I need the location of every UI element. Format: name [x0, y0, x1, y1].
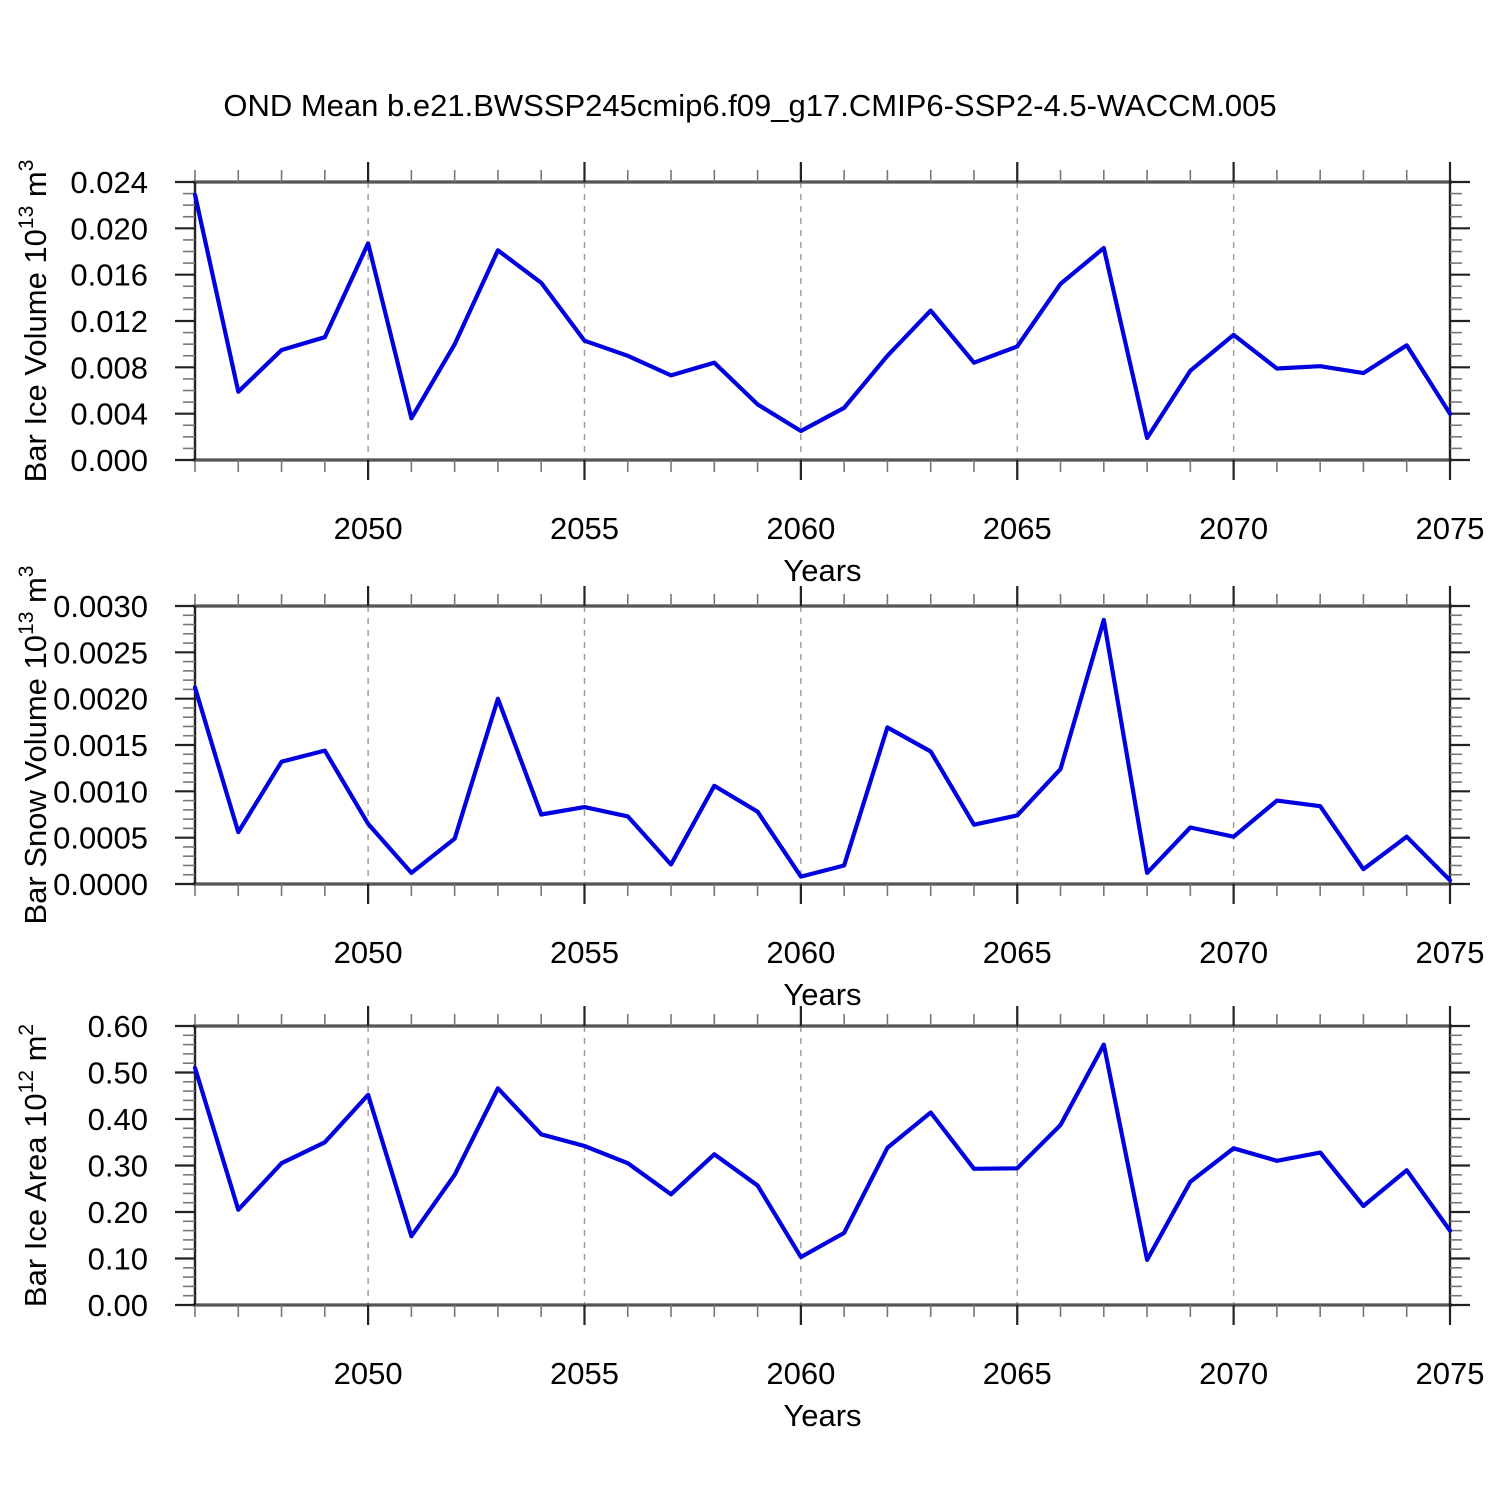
x-tick-labels: 2050 2055 2060 2065 2070 2075	[334, 1356, 1485, 1391]
x-tick-label: 2065	[983, 511, 1052, 546]
y-tick-label: 0.000	[70, 443, 148, 478]
chart-title: OND Mean b.e21.BWSSP245cmip6.f09_g17.CMI…	[223, 88, 1277, 123]
x-ticks	[194, 162, 1452, 480]
y-tick-label: 0.008	[70, 350, 148, 385]
x-axis-title: Years	[783, 553, 861, 588]
y-tick-label: 0.0025	[53, 635, 148, 670]
y-ticks	[175, 1024, 1470, 1307]
data-line-bar-ice-volume	[192, 192, 1453, 441]
y-tick-label: 0.016	[70, 258, 148, 293]
x-tick-label: 2055	[550, 1356, 619, 1391]
x-tick-label: 2050	[334, 511, 403, 546]
y-tick-label: 0.0005	[53, 821, 148, 856]
panel-bar-ice-area: 0.00 0.10 0.20 0.30 0.40 0.50 0.60 2050 2055 2060…	[15, 1006, 1484, 1433]
y-ticks	[175, 180, 1470, 462]
data-line-bar-snow-volume	[192, 617, 1453, 883]
y-tick-label: 0.20	[88, 1195, 148, 1230]
y-tick-label: 0.0000	[53, 867, 148, 902]
x-tick-label: 2065	[983, 935, 1052, 970]
x-tick-label: 2060	[766, 935, 835, 970]
y-tick-label: 0.020	[70, 211, 148, 246]
x-tick-label: 2075	[1416, 935, 1485, 970]
y-tick-label: 0.0010	[53, 774, 148, 809]
x-tick-label: 2060	[766, 1356, 835, 1391]
x-tick-label: 2070	[1199, 511, 1268, 546]
panel-bar-snow-volume: 0.0000 0.0005 0.0010 0.0015 0.0020 0.0025 0.00…	[15, 566, 1484, 1013]
y-tick-label: 0.012	[70, 304, 148, 339]
gridlines	[367, 1026, 1235, 1305]
y-axis-title: Bar Ice Area 1012 m2	[15, 1024, 53, 1307]
y-ticks	[175, 604, 1470, 886]
x-ticks	[194, 1006, 1452, 1325]
x-tick-labels: 2050 2055 2060 2065 2070 2075	[334, 511, 1485, 546]
y-tick-label: 0.004	[70, 397, 148, 432]
y-tick-label: 0.0015	[53, 728, 148, 763]
x-tick-label: 2065	[983, 1356, 1052, 1391]
y-tick-label: 0.00	[88, 1288, 148, 1323]
data-line-bar-ice-area	[192, 1042, 1453, 1263]
x-tick-label: 2050	[334, 935, 403, 970]
y-tick-label: 0.024	[70, 165, 148, 200]
x-tick-label: 2055	[550, 935, 619, 970]
y-tick-label: 0.50	[88, 1056, 148, 1091]
y-tick-labels: 0.00 0.10 0.20 0.30 0.40 0.50 0.60	[88, 1009, 148, 1323]
y-tick-labels: 0.0000 0.0005 0.0010 0.0015 0.0020 0.0025 0.00…	[53, 589, 148, 902]
x-tick-label: 2060	[766, 511, 835, 546]
x-tick-label: 2050	[334, 1356, 403, 1391]
x-tick-label: 2055	[550, 511, 619, 546]
x-tick-label: 2070	[1199, 935, 1268, 970]
y-tick-label: 0.40	[88, 1102, 148, 1137]
y-tick-label: 0.0030	[53, 589, 148, 624]
y-tick-label: 0.10	[88, 1242, 148, 1277]
y-tick-label: 0.60	[88, 1009, 148, 1044]
y-axis-title: Bar Ice Volume 1013 m3	[15, 160, 53, 483]
x-tick-label: 2075	[1416, 1356, 1485, 1391]
y-axis-title: Bar Snow Volume 1013 m3	[15, 566, 53, 925]
x-ticks	[194, 586, 1452, 904]
x-tick-labels: 2050 2055 2060 2065 2070 2075	[334, 935, 1485, 970]
gridlines	[367, 606, 1235, 884]
y-tick-label: 0.30	[88, 1149, 148, 1184]
x-tick-label: 2075	[1416, 511, 1485, 546]
plot-frame	[193, 604, 1452, 886]
gridlines	[367, 182, 1235, 460]
x-axis-title: Years	[783, 1398, 861, 1433]
plot-frame	[193, 1024, 1452, 1307]
x-axis-title: Years	[783, 977, 861, 1012]
x-tick-label: 2070	[1199, 1356, 1268, 1391]
y-tick-label: 0.0020	[53, 682, 148, 717]
y-tick-labels: 0.000 0.004 0.008 0.012 0.016 0.020 0.024	[70, 165, 148, 478]
